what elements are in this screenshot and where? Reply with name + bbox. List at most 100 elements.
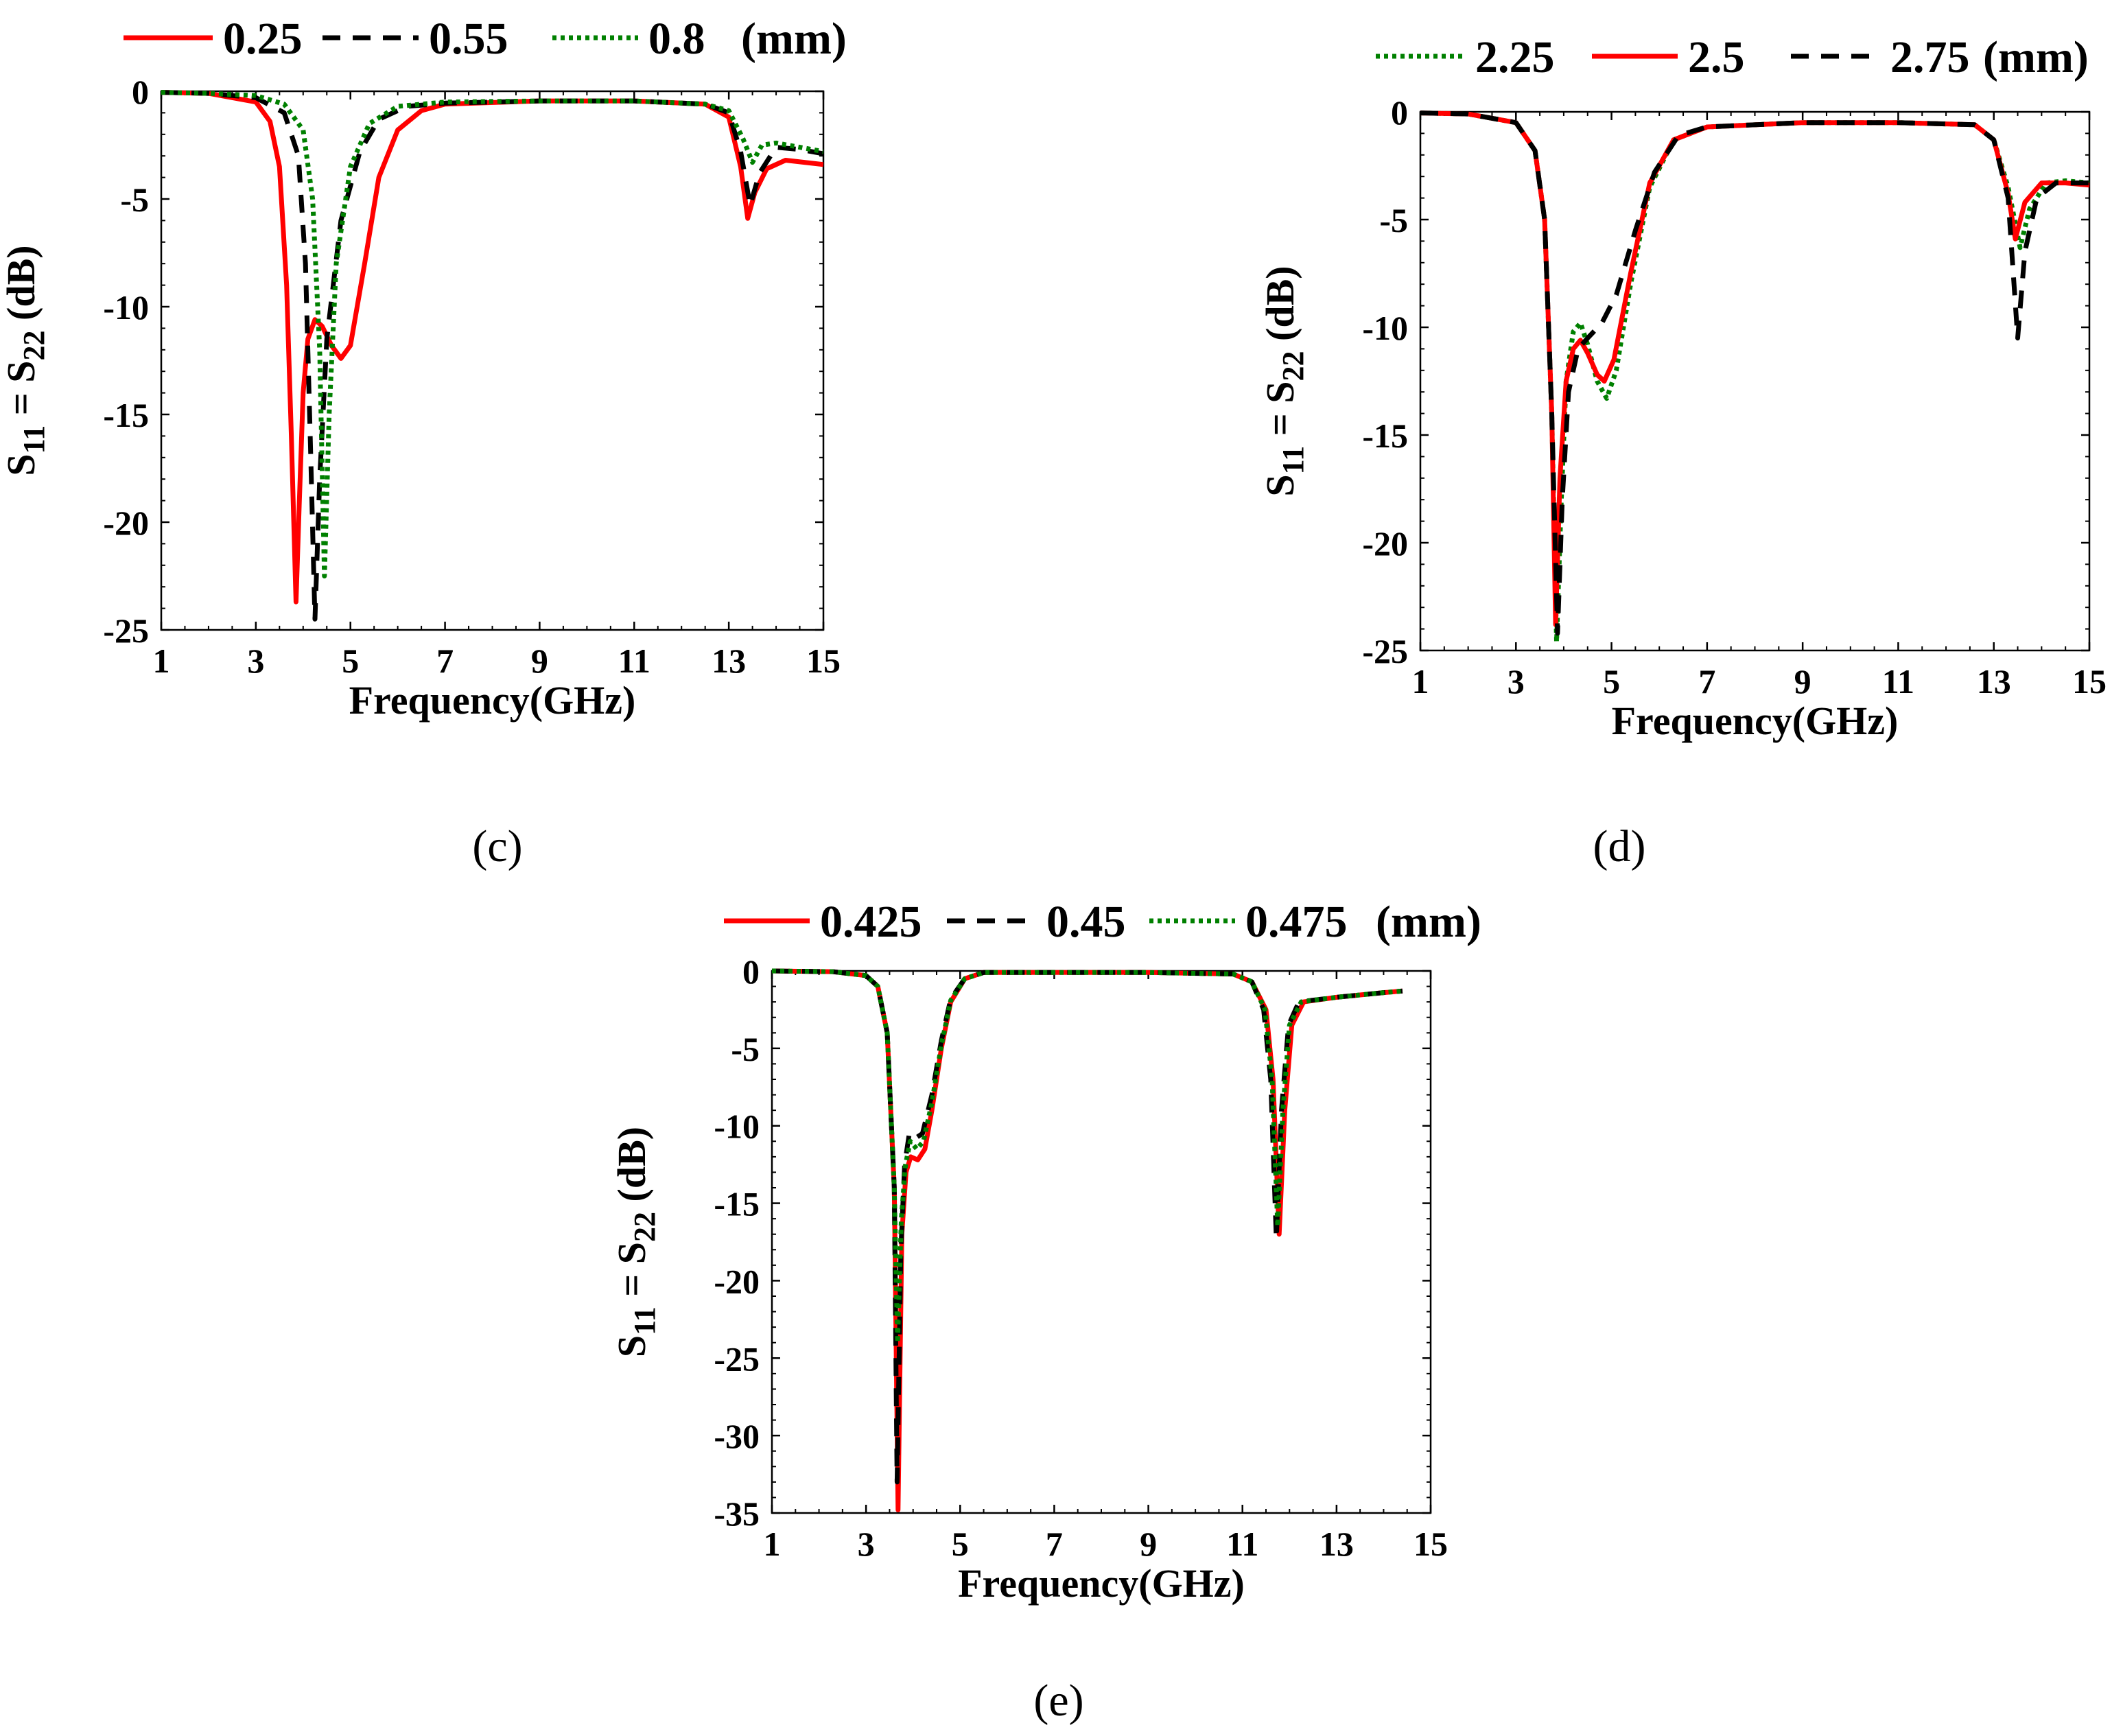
legend-unit: (mm) (741, 14, 847, 64)
x-tick-label: 15 (806, 642, 841, 680)
legend: 2.25 2.5 2.75 (mm) (1376, 32, 2089, 82)
y-title-sub2: 22 (628, 1212, 661, 1242)
y-title-prefix: S (1258, 474, 1302, 496)
series-line-0.425 (772, 968, 1403, 1512)
y-tick-label: -20 (714, 1262, 760, 1300)
y-title-prefix: S (0, 454, 43, 476)
series-line-2.5 (1420, 110, 2089, 627)
legend-unit: (mm) (1376, 897, 1481, 947)
x-axis-title: Frequency(GHz) (1612, 699, 1899, 743)
x-tick-label: 11 (618, 642, 650, 680)
series-group (772, 968, 1403, 1512)
legend-label-2.5: 2.5 (1688, 32, 1745, 82)
y-axis-title: S11 = S22 (dB) (0, 245, 51, 476)
series-line-2.75 (1420, 110, 2089, 636)
y-tick-label: -25 (103, 611, 149, 650)
series-line-0.25 (161, 90, 823, 605)
y-tick-label: -30 (714, 1417, 760, 1455)
legend-label-0.8: 0.8 (648, 14, 705, 64)
y-tick-label: -10 (714, 1107, 760, 1146)
y-title-suffix: (dB) (609, 1127, 654, 1212)
y-tick-label: 0 (1391, 93, 1408, 132)
y-tick-label: -5 (1379, 201, 1408, 239)
x-tick-label: 13 (712, 642, 746, 680)
panel-label: (c) (472, 821, 522, 871)
x-tick-label: 1 (153, 642, 170, 680)
y-tick-label: -25 (714, 1339, 760, 1378)
series-group (1420, 110, 2089, 644)
legend: 0.25 0.55 0.8 (mm) (124, 14, 847, 64)
y-tick-label: -20 (103, 504, 149, 542)
panel-label: (e) (1033, 1676, 1083, 1726)
y-title-sub1: 11 (17, 425, 51, 454)
y-title-prefix: S (609, 1335, 654, 1357)
y-axis-title: S11 = S22 (dB) (609, 1127, 661, 1357)
x-axis-title: Frequency(GHz) (958, 1561, 1245, 1606)
y-tick-label: 0 (742, 952, 760, 991)
chart-panel-1: 1 3 5 7 9 11 13 150-5-10-15-20-25Frequency(GHz)… (1258, 32, 2107, 871)
y-tick-label: -25 (1362, 632, 1408, 670)
x-tick-label: 1 (1412, 662, 1429, 701)
legend: 0.425 0.45 0.475 (mm) (724, 897, 1481, 947)
plot-area-frame (160, 90, 825, 631)
y-title-sub2: 22 (1276, 351, 1310, 381)
y-title-suffix: (dB) (1258, 266, 1302, 351)
legend-label-0.25: 0.25 (223, 14, 303, 64)
y-title-sub1: 11 (628, 1306, 661, 1335)
y-tick-label: -10 (1362, 309, 1408, 347)
chart-panel-2: 1 3 5 7 9 11 13 150-5-10-15-20-25-30-35Frequenc… (609, 897, 1481, 1726)
x-tick-label: 5 (952, 1525, 969, 1563)
x-tick-label: 5 (1603, 662, 1620, 701)
x-tick-label: 5 (342, 642, 359, 680)
plot-area-frame (771, 970, 1432, 1514)
y-tick-label: -35 (714, 1494, 760, 1533)
legend-unit: (mm) (1983, 32, 2089, 82)
chart-panel-0: 1 3 5 7 9 11 13 150-5-10-15-20-25Frequency(GHz)… (0, 14, 847, 871)
x-tick-label: 11 (1226, 1525, 1258, 1563)
y-title-mid: = S (609, 1242, 654, 1306)
series-line-0.475 (772, 968, 1403, 1346)
x-tick-label: 13 (1977, 662, 2011, 701)
x-tick-label: 3 (1508, 662, 1525, 701)
x-tick-label: 7 (1046, 1525, 1063, 1563)
x-tick-label: 15 (1414, 1525, 1448, 1563)
x-tick-label: 11 (1882, 662, 1914, 701)
y-tick-label: -15 (714, 1185, 760, 1223)
legend-label-0.475: 0.475 (1245, 897, 1348, 947)
x-tick-label: 13 (1319, 1525, 1354, 1563)
x-tick-label: 1 (764, 1525, 781, 1563)
x-tick-label: 15 (2072, 662, 2107, 701)
legend-label-0.425: 0.425 (820, 897, 922, 947)
x-tick-label: 7 (436, 642, 454, 680)
x-tick-label: 9 (1140, 1525, 1157, 1563)
y-tick-label: -5 (120, 180, 149, 219)
y-tick-label: -15 (103, 396, 149, 434)
legend-label-2.25: 2.25 (1475, 32, 1555, 82)
legend-label-0.55: 0.55 (429, 14, 508, 64)
y-tick-label: -10 (103, 288, 149, 327)
legend-label-2.75: 2.75 (1890, 32, 1970, 82)
x-tick-label: 7 (1698, 662, 1715, 701)
y-axis-title: S11 = S22 (dB) (1258, 266, 1310, 496)
series-line-0.55 (161, 90, 823, 622)
x-tick-label: 9 (531, 642, 548, 680)
plot-area-frame (1419, 110, 2091, 652)
y-title-mid: = S (1258, 381, 1302, 445)
x-tick-label: 9 (1794, 662, 1811, 701)
series-line-0.8 (161, 90, 823, 578)
x-axis-title: Frequency(GHz) (349, 678, 636, 723)
x-tick-label: 3 (858, 1525, 875, 1563)
x-tick-label: 3 (247, 642, 264, 680)
y-tick-label: -20 (1362, 524, 1408, 563)
y-tick-label: -5 (731, 1030, 760, 1068)
y-title-mid: = S (0, 360, 43, 425)
panel-label: (d) (1593, 821, 1646, 871)
y-title-suffix: (dB) (0, 245, 43, 330)
series-line-0.45 (772, 968, 1403, 1485)
series-line-2.25 (1420, 110, 2089, 644)
y-title-sub1: 11 (1276, 446, 1310, 475)
legend-label-0.45: 0.45 (1046, 897, 1126, 947)
y-title-sub2: 22 (17, 330, 51, 360)
y-tick-label: -15 (1362, 417, 1408, 455)
